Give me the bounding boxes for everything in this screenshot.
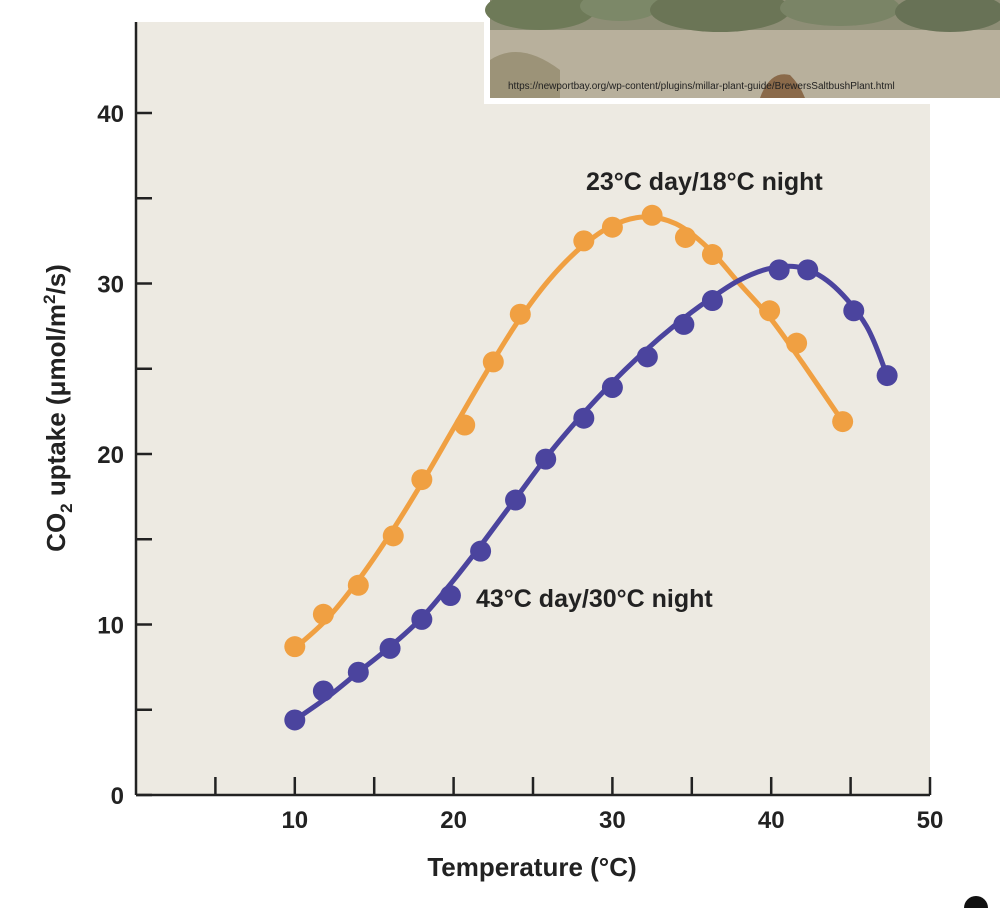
series-0-point [347,574,369,596]
series-0-point [759,300,781,322]
y-tick-label: 20 [97,442,124,469]
minor-ticks [136,197,852,795]
x-axis-label: Temperature (°C) [427,852,636,882]
series-label-hot: 43°C day/30°C night [476,585,713,613]
y-label-sup: 2 [40,295,59,304]
series-1-point [573,407,595,429]
series-1-point [636,346,658,368]
x-tick-label: 30 [599,807,626,834]
photo-caption: https://newportbay.org/wp-content/plugin… [508,81,895,92]
y-label-co: CO [41,513,71,552]
series-1-point [505,489,527,511]
series-1-point [601,377,623,399]
series-0-point [601,216,623,238]
series-1-point [379,637,401,659]
series-1-point [470,540,492,562]
y-ticks: 0 10 20 30 40 [97,101,152,810]
y-label-sub: 2 [57,503,76,512]
data-points [284,204,898,731]
x-tick-label: 40 [758,807,785,834]
series-1-point [673,313,695,335]
series-label-cool: 23°C day/18°C night [586,168,823,196]
series-1-point [797,259,819,281]
y-axis-label: CO2 uptake (μmol/m2/s) [40,264,76,552]
series-1-point [284,709,306,731]
series-1-point [535,448,557,470]
series-1-point [347,661,369,683]
series-0-point [411,469,433,491]
y-tick-label: 0 [111,783,124,810]
y-label-mid: uptake (μmol/m [41,304,71,503]
series-0-point [312,603,334,625]
saltbush-photo: https://newportbay.org/wp-content/plugin… [484,0,1000,104]
series-1-point [843,300,865,322]
y-tick-label: 10 [97,613,124,640]
series-0-point [786,332,808,354]
series-0-point [382,525,404,547]
series-1-point [411,608,433,630]
y-tick-label: 40 [97,101,124,128]
series-1-point [768,259,790,281]
series-0-point [454,414,476,436]
series-1-point [701,290,723,312]
y-tick-label: 30 [97,272,124,299]
series-0-point [674,226,696,248]
series-1-point [312,680,334,702]
series-1-point [876,365,898,387]
corner-dot [964,896,988,908]
plot-background [136,22,930,795]
y-label-end: /s) [41,264,71,294]
series-1-point [439,585,461,607]
series-0-point [832,411,854,433]
x-tick-label: 10 [281,807,308,834]
series-0-point [284,636,306,658]
series-0-point [482,351,504,373]
series-0-point [509,303,531,325]
series-0-point [573,230,595,252]
x-tick-label: 20 [440,807,467,834]
series-0-point [641,204,663,226]
x-tick-label: 50 [917,807,944,834]
series-0-point [701,244,723,266]
x-ticks: 10 20 30 40 50 [281,777,943,834]
